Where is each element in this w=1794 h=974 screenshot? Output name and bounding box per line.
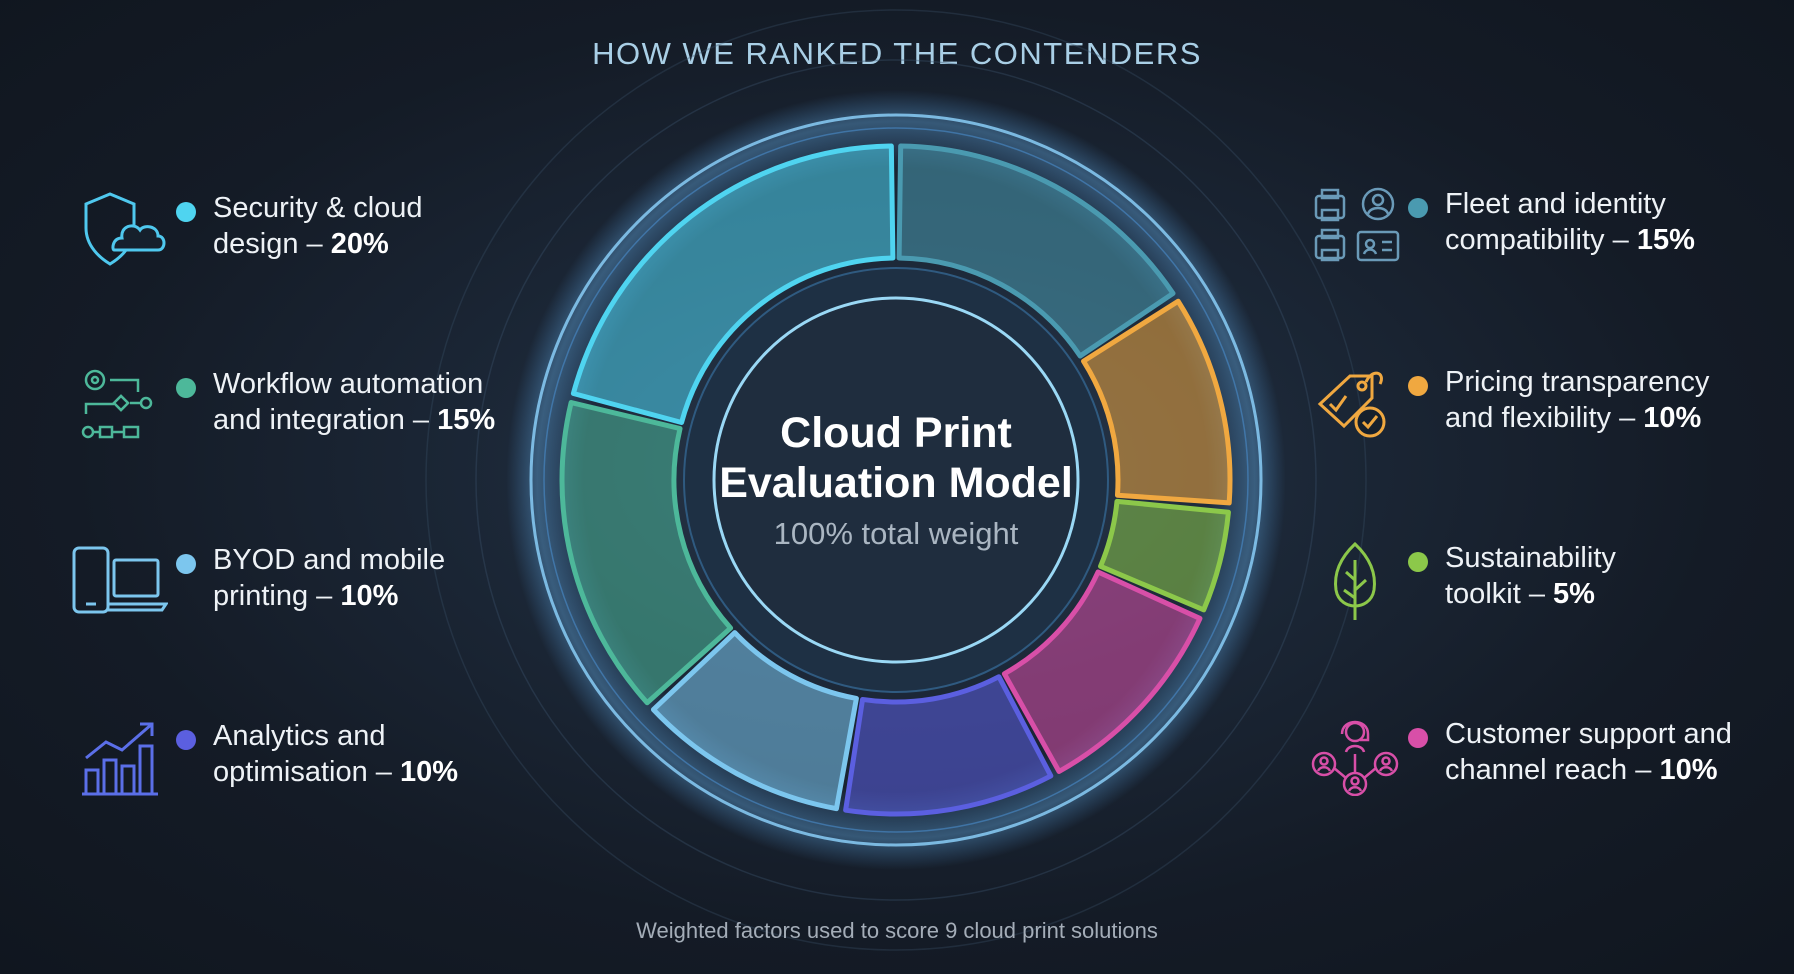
decor-ring xyxy=(425,9,1367,951)
legend-dot xyxy=(176,378,196,398)
legend-item-pricing: Pricing transparency and flexibility – 10… xyxy=(1310,364,1709,444)
center-title-line1: Cloud Print xyxy=(780,409,1012,457)
label-line1: Sustainability xyxy=(1445,542,1616,574)
donut-segment-customer-support-and-channel-reach xyxy=(1001,569,1203,774)
center-disc xyxy=(712,296,1080,664)
legend-dot xyxy=(1408,552,1428,572)
legend-item-analytics: Analytics and optimisation – 10% xyxy=(78,718,458,798)
legend-dot xyxy=(1408,728,1428,748)
label-line1: Analytics and xyxy=(213,720,386,752)
legend-item-support: Customer support and channel reach – 10% xyxy=(1310,716,1732,796)
label-line2: toolkit – xyxy=(1445,578,1553,610)
label-line2: optimisation – xyxy=(213,756,400,788)
legend-label: Sustainability toolkit – 5% xyxy=(1445,540,1616,612)
leaf-icon xyxy=(1334,541,1376,620)
price-tag-icon xyxy=(1317,371,1386,438)
footer-note: Weighted factors used to score 9 cloud p… xyxy=(636,918,1158,943)
center-subtitle: 100% total weight xyxy=(773,516,1019,551)
legend-item-workflow: Workflow automation and integration – 15% xyxy=(78,366,495,446)
label-line1: BYOD and mobile xyxy=(213,544,446,576)
support-network-icon xyxy=(1311,720,1399,796)
legend-item-security: Security & cloud design – 20% xyxy=(78,190,423,270)
legend-dot xyxy=(176,554,196,574)
label-line1: Workflow automation xyxy=(213,368,484,400)
legend-label: Workflow automation and integration – 15% xyxy=(213,366,495,438)
outer-glow-ring xyxy=(529,113,1263,847)
legend-dot xyxy=(1408,376,1428,396)
donut-segment-pricing-transparency-and-flexibility xyxy=(1081,298,1233,506)
weight-value: 10% xyxy=(1643,402,1702,434)
decor-ring xyxy=(475,59,1317,901)
label-line1: Security & cloud xyxy=(213,192,423,224)
legend-item-sustainability: Sustainability toolkit – 5% xyxy=(1310,540,1616,620)
weight-value: 15% xyxy=(1636,224,1695,256)
label-line2: and flexibility – xyxy=(1445,402,1644,434)
donut-segment-fleet-and-identity-compatibility xyxy=(896,143,1176,359)
legend-label: Fleet and identity compatibility – 15% xyxy=(1445,186,1695,258)
legend-dot xyxy=(1408,198,1428,218)
shield-cloud-icon xyxy=(84,192,166,266)
donut-segment-byod-and-mobile-printing xyxy=(650,630,859,812)
printer-identity-icon xyxy=(1314,187,1400,262)
center-title-line2: Evaluation Model xyxy=(719,459,1073,507)
label-line1: Customer support and xyxy=(1445,718,1732,750)
devices-icon xyxy=(72,546,168,614)
weight-value: 5% xyxy=(1553,578,1595,610)
bar-chart-icon xyxy=(82,722,158,796)
donut-segment-sustainability-toolkit xyxy=(1098,498,1231,613)
label-line2: printing – xyxy=(213,580,341,612)
center-label: Cloud Print Evaluation Model 100% total … xyxy=(696,408,1096,552)
label-line2: and integration – xyxy=(213,404,438,436)
legend-label: Analytics and optimisation – 10% xyxy=(213,718,458,790)
weight-value: 10% xyxy=(400,756,459,788)
legend-item-byod: BYOD and mobile printing – 10% xyxy=(70,542,445,622)
page-title: HOW WE RANKED THE CONTENDERS xyxy=(592,36,1202,71)
donut-segment-analytics-and-optimisation xyxy=(843,674,1054,817)
label-line1: Pricing transparency xyxy=(1445,366,1710,398)
label-line2: compatibility – xyxy=(1445,224,1637,256)
legend-label: Pricing transparency and flexibility – 10… xyxy=(1445,364,1709,436)
label-line2: design – xyxy=(213,228,331,260)
weight-value: 15% xyxy=(437,404,496,436)
weight-value: 20% xyxy=(330,228,389,260)
weight-value: 10% xyxy=(1659,754,1718,786)
legend-label: BYOD and mobile printing – 10% xyxy=(213,542,445,614)
legend-label: Security & cloud design – 20% xyxy=(213,190,423,262)
weight-value: 10% xyxy=(340,580,399,612)
legend-dot xyxy=(176,202,196,222)
legend-label: Customer support and channel reach – 10% xyxy=(1445,716,1732,788)
donut-segment-security-cloud-design xyxy=(570,143,896,426)
label-line1: Fleet and identity xyxy=(1445,188,1666,220)
legend-dot xyxy=(176,730,196,750)
label-line2: channel reach – xyxy=(1445,754,1660,786)
donut-segment-workflow-automation-and-integration xyxy=(559,400,734,706)
outer-thin-ring xyxy=(543,127,1249,833)
workflow-icon xyxy=(81,369,153,439)
legend-item-fleet: Fleet and identity compatibility – 15% xyxy=(1310,186,1695,266)
